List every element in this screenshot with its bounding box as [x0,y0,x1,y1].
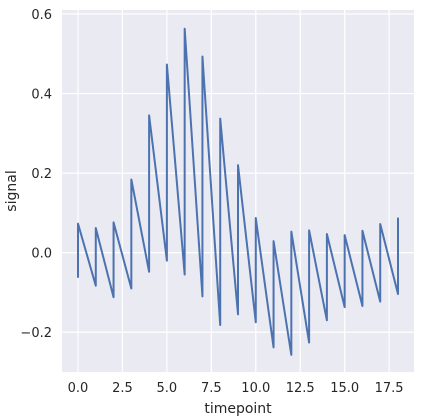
y-axis-label: signal [4,170,20,211]
y-tick-label: 0.4 [31,88,52,103]
x-tick-label: 2.5 [112,381,133,396]
y-tick-labels: −0.2 0.0 0.2 0.4 0.6 [20,8,52,341]
y-tick-label: 0.6 [31,8,52,23]
y-tick-label: −0.2 [20,326,52,341]
x-tick-label: 5.0 [157,381,178,396]
x-tick-label: 17.5 [375,381,404,396]
x-tick-label: 0.0 [68,381,89,396]
x-tick-labels: 0.0 2.5 5.0 7.5 10.0 12.5 15.0 17.5 [68,381,404,396]
x-tick-label: 15.0 [330,381,359,396]
x-tick-label: 7.5 [201,381,222,396]
x-tick-label: 12.5 [286,381,315,396]
x-axis-label: timepoint [204,401,272,417]
signal-line [77,27,399,356]
y-tick-label: 0.2 [31,167,52,182]
x-tick-label: 10.0 [241,381,270,396]
y-tick-label: 0.0 [31,247,52,262]
